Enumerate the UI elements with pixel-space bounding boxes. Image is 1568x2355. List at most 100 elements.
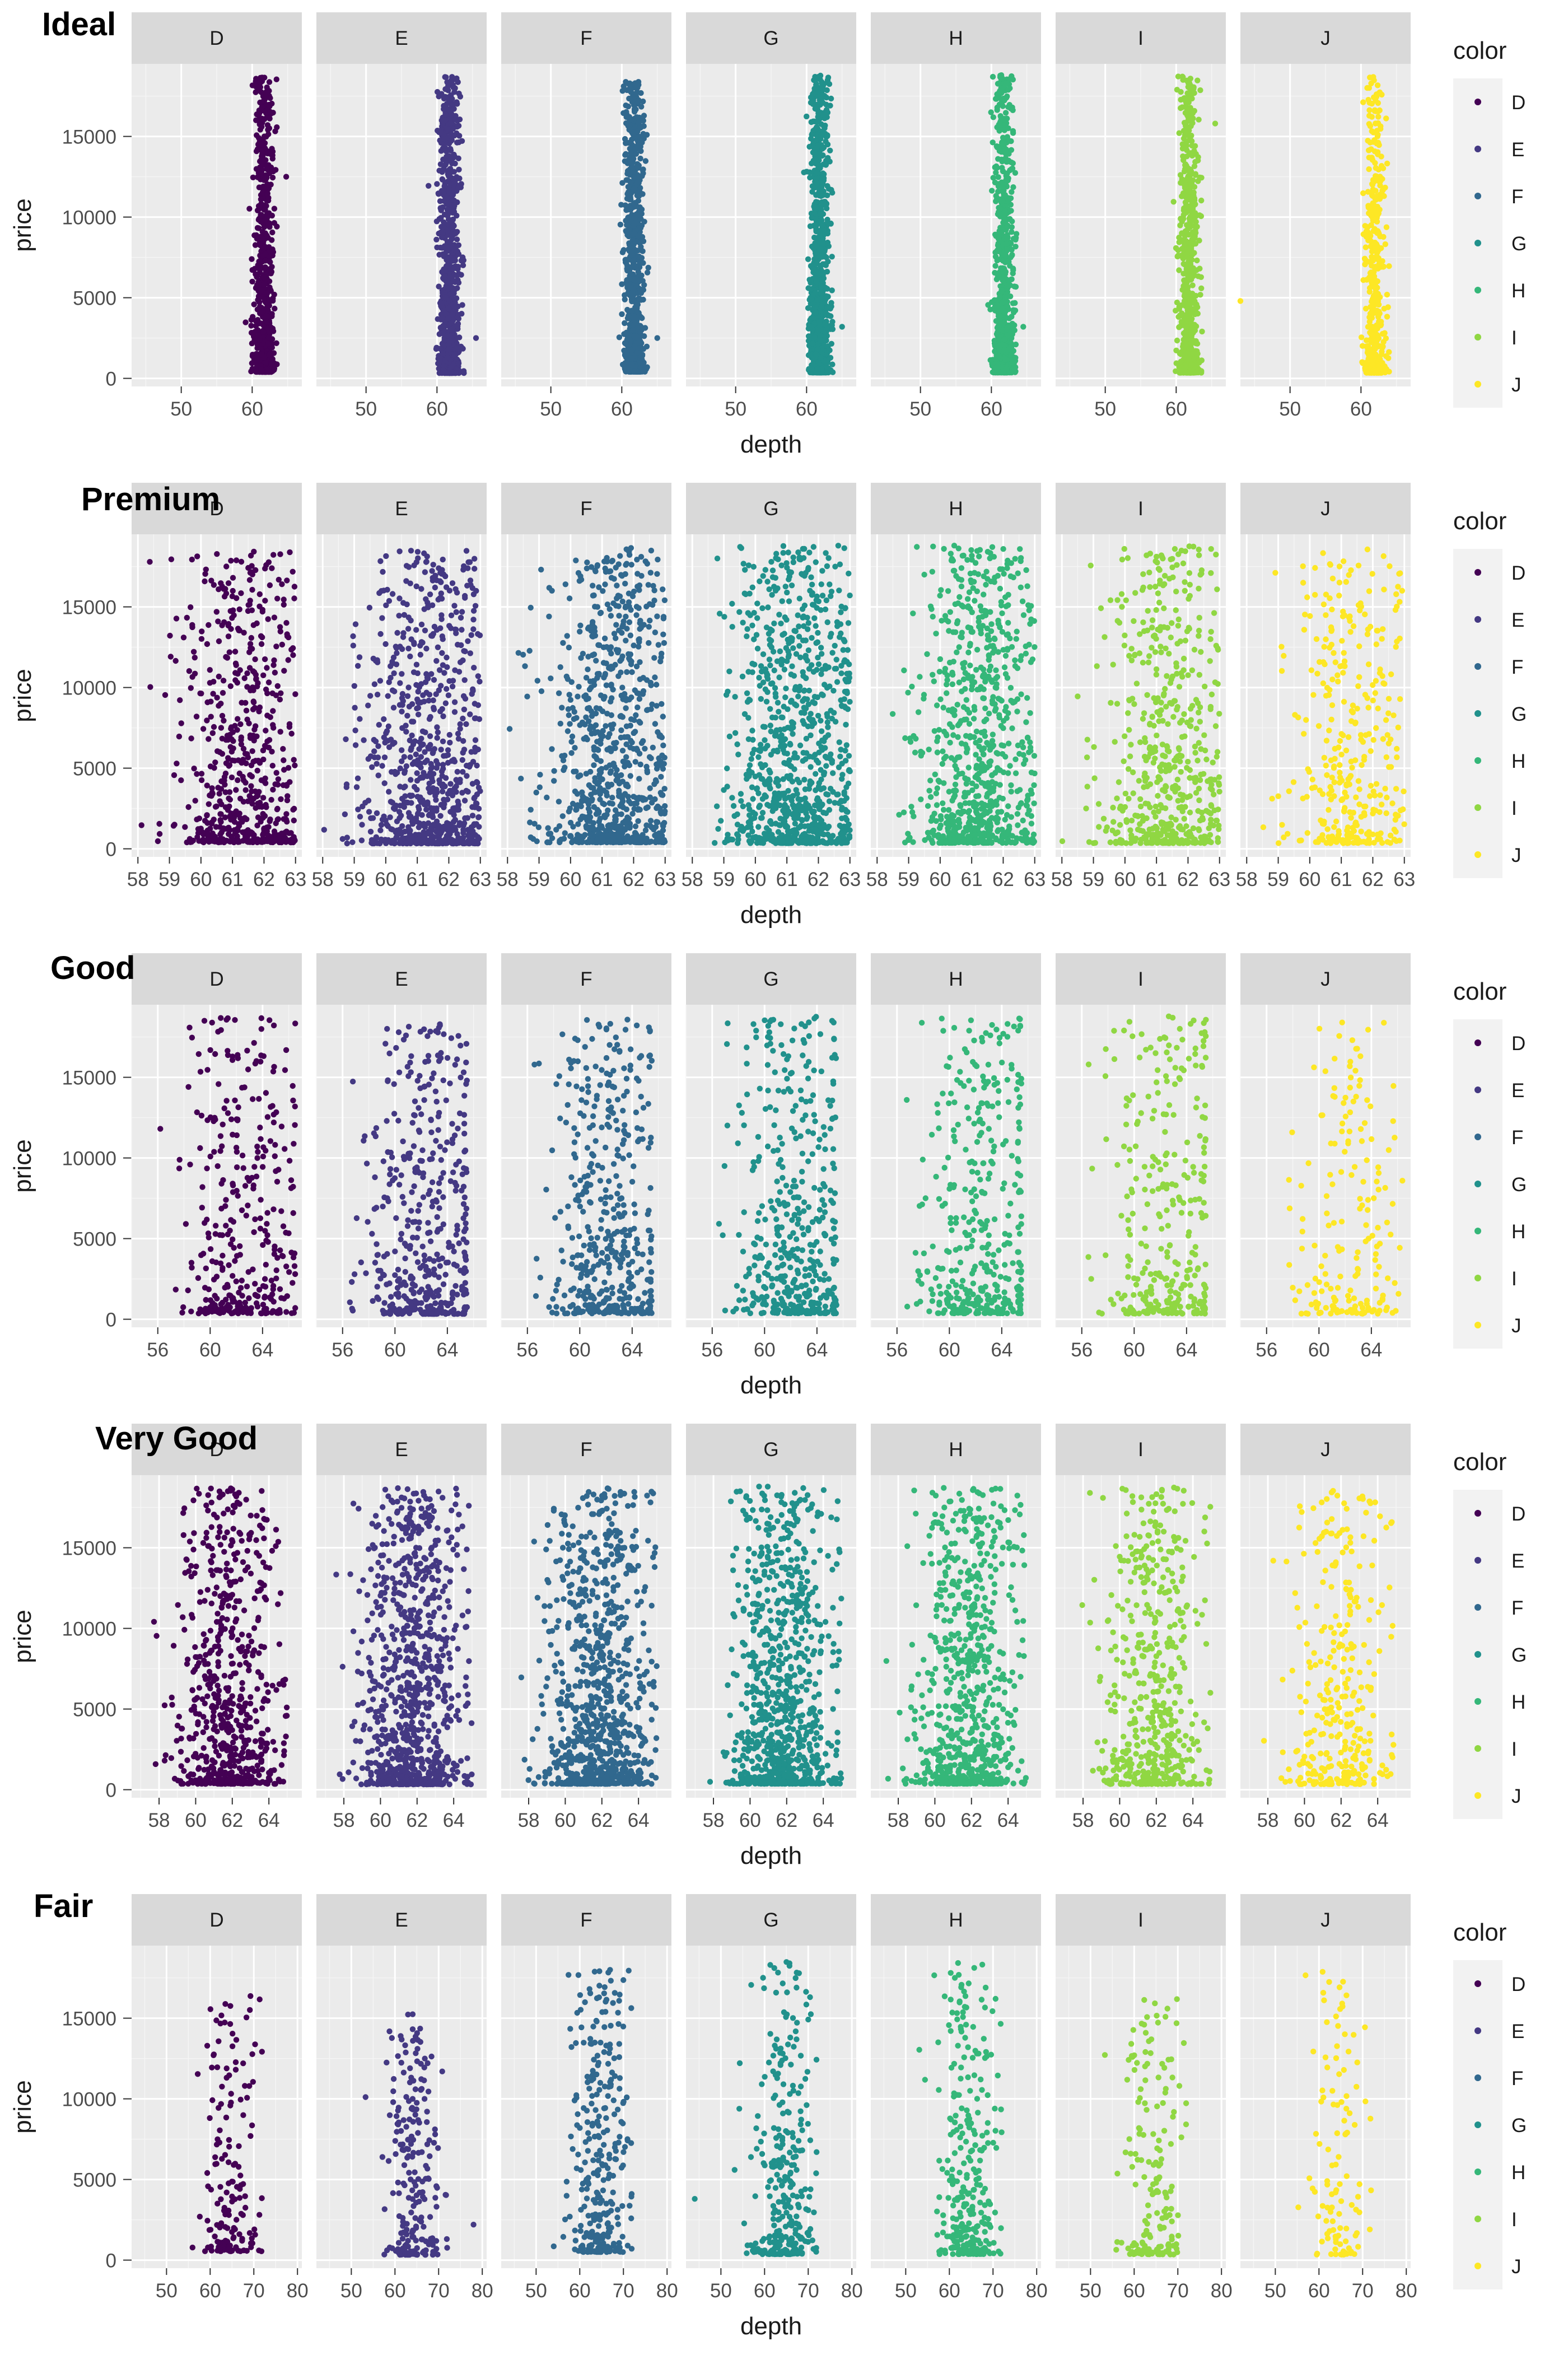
x-tick-label: 60 [1165, 398, 1187, 420]
data-point [455, 79, 460, 85]
data-point [998, 287, 1004, 293]
data-point [996, 236, 1001, 241]
data-point [827, 81, 832, 87]
data-point [824, 201, 829, 207]
data-point [641, 123, 647, 129]
data-point [249, 256, 254, 262]
data-point [992, 297, 997, 303]
data-point [262, 224, 267, 230]
data-point [637, 134, 642, 139]
data-point [617, 334, 622, 340]
data-point [634, 369, 640, 375]
data-point [272, 366, 277, 371]
data-point [628, 86, 633, 91]
data-point [812, 334, 818, 340]
x-tick-label: 60 [426, 398, 448, 420]
data-point [820, 222, 825, 228]
x-tick-label: 60 [796, 398, 818, 420]
data-point [627, 81, 632, 86]
data-point [815, 359, 821, 365]
data-point [1002, 148, 1008, 153]
data-point [995, 189, 1001, 194]
data-point [269, 230, 275, 235]
data-point [636, 97, 641, 103]
data-point [829, 254, 835, 259]
data-point [461, 368, 466, 374]
data-point [451, 288, 456, 294]
data-point [629, 290, 635, 295]
data-point [1000, 103, 1006, 109]
data-point [456, 280, 461, 286]
data-point [632, 80, 638, 86]
data-point [264, 313, 269, 319]
data-point [988, 109, 994, 115]
data-point [1007, 277, 1012, 283]
data-point [808, 223, 813, 229]
data-point [993, 198, 998, 204]
data-point [1004, 241, 1009, 246]
data-point [627, 367, 632, 373]
data-point [269, 269, 274, 274]
data-point [818, 211, 823, 216]
data-point [620, 110, 626, 116]
facet-strip-label: D [209, 27, 223, 49]
data-point [267, 104, 272, 109]
data-point [813, 199, 819, 204]
data-point [619, 311, 624, 317]
data-point-outlier [473, 335, 479, 341]
data-point [258, 367, 264, 372]
data-point [818, 206, 823, 211]
data-point [454, 139, 460, 145]
data-point [816, 230, 822, 235]
data-point [819, 278, 825, 283]
data-point [1194, 78, 1200, 83]
data-point [828, 96, 834, 101]
data-point [1183, 100, 1189, 105]
data-point [1002, 122, 1008, 127]
data-point [638, 315, 644, 320]
data-point-outlier [655, 335, 660, 341]
data-point [629, 94, 635, 100]
data-point [805, 257, 811, 262]
data-point [1198, 286, 1204, 291]
data-point [268, 181, 273, 187]
data-point [272, 206, 277, 211]
data-point [1009, 224, 1015, 230]
data-point [626, 313, 631, 319]
data-point [624, 266, 630, 272]
data-point [629, 355, 634, 361]
data-point [442, 111, 448, 117]
facet-strip-label: G [763, 27, 778, 49]
data-point [628, 116, 634, 122]
data-point [629, 295, 635, 301]
data-point [263, 157, 268, 163]
data-point [1176, 324, 1182, 330]
data-point [994, 277, 1000, 282]
data-point [249, 360, 255, 366]
data-point [817, 333, 823, 338]
data-point [263, 174, 268, 180]
data-point [1011, 236, 1016, 241]
data-point [822, 321, 827, 327]
data-point [1005, 178, 1011, 183]
data-point [825, 110, 830, 115]
data-point [993, 170, 998, 175]
data-point [999, 140, 1005, 146]
data-point [638, 90, 643, 96]
data-point [1009, 344, 1014, 349]
data-point [1010, 130, 1016, 136]
data-point [1001, 96, 1006, 101]
data-point [641, 369, 646, 374]
data-point [1182, 298, 1187, 304]
data-point [1012, 300, 1018, 306]
data-point [251, 301, 257, 307]
data-point [1196, 273, 1201, 279]
data-point [258, 201, 264, 207]
data-point [811, 91, 816, 97]
data-point [815, 169, 821, 175]
data-point [818, 246, 823, 252]
data-point [829, 362, 835, 367]
